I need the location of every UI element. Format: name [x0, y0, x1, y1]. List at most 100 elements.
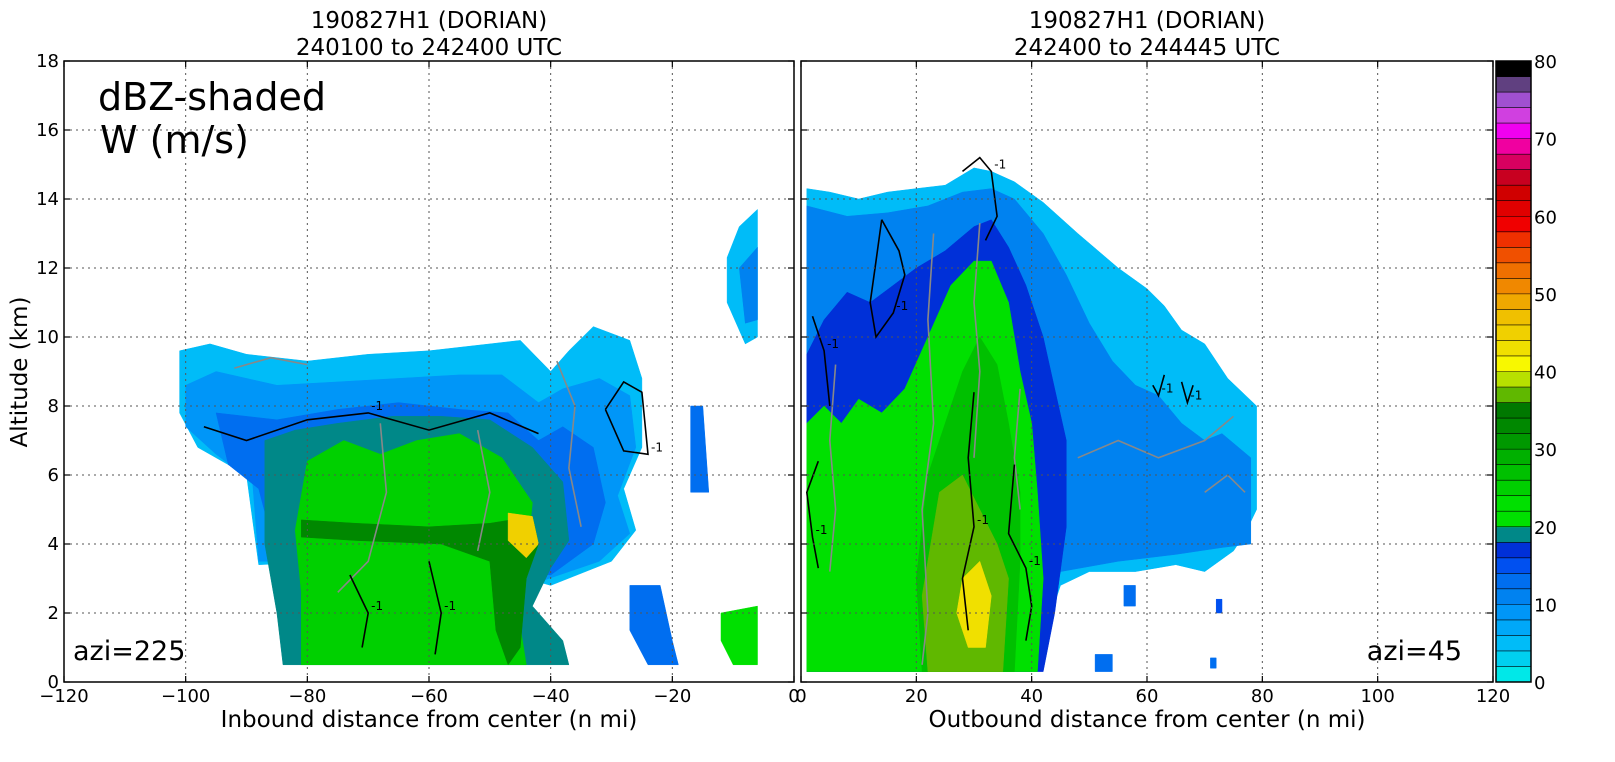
- y-tick-label-0: 0: [48, 672, 59, 693]
- colorbar-swatch-35: [1496, 123, 1531, 140]
- right-x-tick-label-2: 40: [1020, 686, 1043, 707]
- colorbar-swatch-31: [1496, 185, 1531, 202]
- y-tick-label-7: 14: [36, 189, 59, 210]
- left-w-contour-negative-0: [203, 412, 539, 442]
- colorbar-swatch-25: [1496, 278, 1531, 295]
- colorbar-swatch-32: [1496, 169, 1531, 186]
- right-w-contour-negative-0: [869, 219, 906, 340]
- colorbar-tick-label-0: 0: [1534, 673, 1545, 694]
- left-w-contour-positive-1: [476, 429, 491, 552]
- colorbar-swatch-19: [1496, 371, 1531, 388]
- left-x-tick-label-1: −100: [161, 686, 210, 707]
- colorbar-tick-label-3: 30: [1534, 440, 1557, 461]
- left-dbz-region-6: [507, 512, 539, 559]
- right-x-tick-label-1: 20: [905, 686, 928, 707]
- colorbar-swatch-2: [1496, 635, 1531, 652]
- left-w-contour-positive-0: [337, 423, 388, 593]
- colorbar-swatch-12: [1496, 480, 1531, 497]
- right-x-tick-label-4: 80: [1251, 686, 1274, 707]
- colorbar-swatch-5: [1496, 588, 1531, 605]
- colorbar-tick-label-4: 40: [1534, 363, 1557, 384]
- left-dbz-region-9: [690, 405, 710, 493]
- colorbar-tick-label-5: 50: [1534, 285, 1557, 306]
- colorbar-swatch-9: [1496, 526, 1531, 543]
- colorbar-swatch-14: [1496, 449, 1531, 466]
- colorbar-swatch-21: [1496, 340, 1531, 357]
- y-tick-label-5: 10: [36, 327, 59, 348]
- colorbar-swatch-18: [1496, 387, 1531, 403]
- colorbar-swatch-38: [1496, 76, 1531, 93]
- right-w-contour-positive-0: [921, 233, 935, 665]
- colorbar-swatch-1: [1496, 650, 1531, 667]
- dbz-colorbar: 0 10 20 30 40 50 60 70 80: [1495, 52, 1557, 694]
- colorbar-swatch-24: [1496, 293, 1531, 310]
- right-w-contour-positive-4: [1077, 415, 1235, 459]
- left-w-contour-positive-3: [234, 356, 308, 369]
- y-tick-label-3: 6: [48, 465, 59, 486]
- left-dbz-region-5: [301, 516, 539, 666]
- right-w-contour-negative-7: [811, 316, 831, 407]
- left-w-contour-negative-3: [428, 561, 443, 655]
- right-w-contour-negative-3: [1007, 464, 1033, 641]
- colorbar-swatch-6: [1496, 573, 1531, 590]
- annotation-dbz-shaded: dBZ-shaded: [98, 75, 326, 119]
- left-w-contour-negative-1: [604, 380, 649, 456]
- left-panel: 190827H1 (DORIAN) 240100 to 242400 UTC -…: [7, 8, 800, 733]
- colorbar-swatch-8: [1496, 542, 1531, 559]
- y-tick-label-6: 12: [36, 258, 59, 279]
- colorbar-swatch-29: [1496, 216, 1531, 233]
- colorbar-swatch-0: [1496, 666, 1531, 683]
- left-w-contour-positive-2: [556, 360, 582, 527]
- left-contour-label-1: -1: [651, 440, 663, 454]
- right-x-tick-label-3: 60: [1136, 686, 1159, 707]
- left-x-tick-label-4: −40: [532, 686, 570, 707]
- annotation-azi-225: azi=225: [73, 636, 185, 667]
- colorbar-swatch-3: [1496, 619, 1531, 636]
- left-title-line-2: 240100 to 242400 UTC: [296, 35, 562, 61]
- right-dbz-region-10: [1215, 598, 1223, 614]
- right-contour-label-0: -1: [896, 299, 908, 313]
- left-contour-label-3: -1: [444, 599, 456, 613]
- colorbar-tick-label-6: 60: [1534, 207, 1557, 228]
- left-ticks: −120 −100 −80 −60 −40 −20 0 0 2 4 6 8 10 12 14 16 18: [36, 51, 800, 707]
- colorbar-swatch-23: [1496, 309, 1531, 326]
- right-dbz-region-6: [956, 560, 992, 648]
- right-contour-label-3: -1: [1029, 554, 1041, 568]
- right-dbz-region-7: [1123, 585, 1136, 607]
- colorbar-swatch-28: [1496, 231, 1531, 248]
- colorbar-swatch-11: [1496, 495, 1531, 512]
- colorbar-tick-label-2: 20: [1534, 518, 1557, 539]
- colorbar-swatch-10: [1496, 511, 1531, 528]
- right-contour-label-7: -1: [827, 337, 839, 351]
- colorbar-swatch-30: [1496, 200, 1531, 217]
- left-x-tick-label-5: −20: [653, 686, 691, 707]
- y-tick-label-4: 8: [48, 396, 59, 417]
- colorbar-frame: [1495, 60, 1532, 683]
- right-title-line-2: 242400 to 244445 UTC: [1014, 35, 1280, 61]
- colorbar-swatch-39: [1496, 61, 1531, 77]
- colorbar-swatch-36: [1496, 107, 1531, 124]
- left-dbz-region-11: [629, 585, 679, 666]
- right-w-contour-positive-2: [1013, 388, 1021, 510]
- right-data-layer: -1 -1 -1 -1 -1 -1 -1 -1: [805, 156, 1257, 672]
- colorbar-swatch-33: [1496, 154, 1531, 171]
- right-x-tick-label-6: 120: [1476, 686, 1510, 707]
- right-w-contour-negative-2: [961, 392, 975, 631]
- right-w-contour-negative-6: [1180, 381, 1194, 406]
- left-x-axis-label: Inbound distance from center (n mi): [221, 707, 638, 733]
- right-dbz-region-9: [1210, 657, 1217, 669]
- left-contour-label-2: -1: [371, 599, 383, 613]
- right-title-line-1: 190827H1 (DORIAN): [1029, 8, 1266, 34]
- right-contour-label-5: -1: [1162, 382, 1174, 396]
- colorbar-swatch-16: [1496, 418, 1531, 434]
- right-dbz-region-8: [1094, 654, 1113, 672]
- colorbar-swatch-26: [1496, 262, 1531, 279]
- left-x-tick-label-3: −60: [410, 686, 448, 707]
- colorbar-swatch-22: [1496, 324, 1531, 341]
- left-dbz-region-8: [739, 246, 758, 324]
- colorbar-swatch-20: [1496, 355, 1531, 372]
- right-x-tick-label-5: 100: [1360, 686, 1394, 707]
- annotation-azi-45: azi=45: [1367, 636, 1462, 667]
- colorbar-swatch-34: [1496, 138, 1531, 155]
